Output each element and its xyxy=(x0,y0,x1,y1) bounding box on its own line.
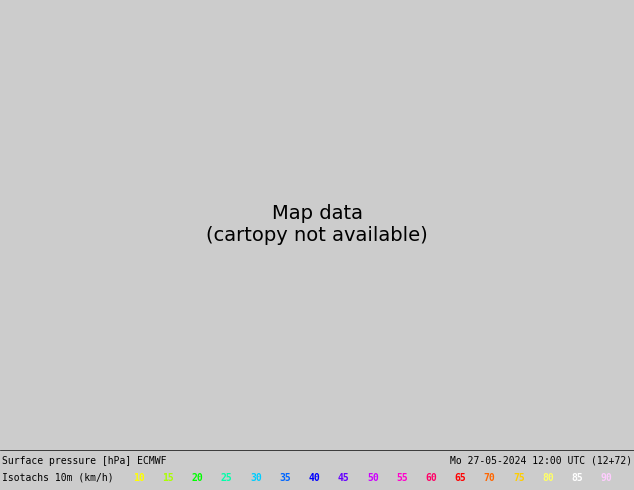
Text: 65: 65 xyxy=(455,473,467,483)
Text: 25: 25 xyxy=(221,473,233,483)
Text: 35: 35 xyxy=(279,473,291,483)
Text: 10: 10 xyxy=(133,473,145,483)
Text: 30: 30 xyxy=(250,473,262,483)
Text: Isotachs 10m (km/h): Isotachs 10m (km/h) xyxy=(2,473,113,483)
Text: 40: 40 xyxy=(308,473,320,483)
Text: 90: 90 xyxy=(601,473,612,483)
Text: 75: 75 xyxy=(513,473,525,483)
Text: 80: 80 xyxy=(542,473,554,483)
Text: 50: 50 xyxy=(367,473,378,483)
Text: Mo 27-05-2024 12:00 UTC (12+72): Mo 27-05-2024 12:00 UTC (12+72) xyxy=(450,456,632,466)
Text: 20: 20 xyxy=(191,473,204,483)
Text: Map data
(cartopy not available): Map data (cartopy not available) xyxy=(206,204,428,245)
Text: 60: 60 xyxy=(425,473,437,483)
Text: Surface pressure [hPa] ECMWF: Surface pressure [hPa] ECMWF xyxy=(2,456,167,466)
Text: 85: 85 xyxy=(571,473,583,483)
Text: 45: 45 xyxy=(338,473,349,483)
Text: 15: 15 xyxy=(162,473,174,483)
Text: 55: 55 xyxy=(396,473,408,483)
Text: 70: 70 xyxy=(484,473,496,483)
